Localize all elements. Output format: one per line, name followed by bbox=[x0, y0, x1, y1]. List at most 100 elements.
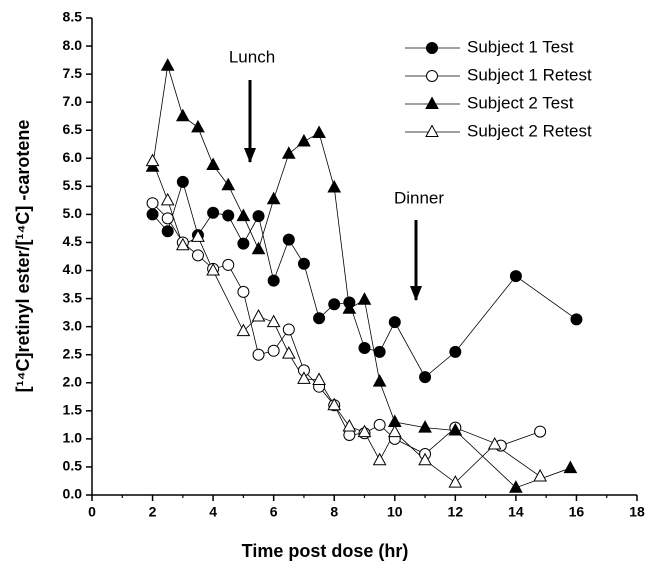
marker bbox=[161, 225, 174, 238]
marker bbox=[419, 371, 432, 384]
x-tick-label: 0 bbox=[88, 504, 96, 520]
marker bbox=[145, 153, 160, 167]
marker bbox=[533, 468, 547, 482]
marker bbox=[222, 258, 235, 271]
marker bbox=[206, 157, 220, 171]
marker bbox=[282, 233, 295, 246]
y-tick-label: 3.5 bbox=[63, 289, 83, 305]
series-line bbox=[152, 202, 541, 455]
marker bbox=[266, 314, 281, 328]
marker bbox=[509, 270, 522, 283]
annotation: Dinner bbox=[394, 188, 444, 207]
marker bbox=[487, 436, 502, 450]
y-axis-title: [¹⁴C]retinyl ester/[¹⁴C] -carotene bbox=[13, 120, 33, 393]
marker bbox=[418, 452, 432, 466]
y-tick-label: 8.0 bbox=[63, 37, 83, 53]
marker bbox=[373, 345, 386, 358]
marker bbox=[160, 192, 175, 206]
y-tick-label: 1.0 bbox=[63, 430, 83, 446]
legend-label: Subject 1 Retest bbox=[467, 65, 592, 84]
marker bbox=[191, 119, 205, 133]
marker bbox=[176, 175, 189, 188]
marker bbox=[207, 206, 220, 219]
legend-label: Subject 2 Test bbox=[467, 93, 574, 112]
y-tick-label: 2.0 bbox=[63, 373, 83, 389]
x-tick-label: 14 bbox=[508, 504, 524, 520]
y-tick-label: 4.0 bbox=[63, 261, 83, 277]
marker bbox=[387, 424, 402, 438]
marker bbox=[328, 298, 341, 311]
x-tick-label: 2 bbox=[149, 504, 157, 520]
marker bbox=[297, 257, 310, 270]
legend-marker bbox=[425, 96, 439, 109]
y-tick-label: 3.0 bbox=[63, 317, 83, 333]
marker bbox=[206, 262, 220, 276]
marker bbox=[146, 208, 159, 221]
marker bbox=[327, 397, 342, 411]
marker bbox=[534, 425, 547, 438]
marker bbox=[563, 460, 578, 474]
marker bbox=[448, 422, 463, 436]
legend-marker bbox=[425, 124, 439, 137]
y-tick-label: 8.5 bbox=[63, 9, 83, 25]
marker bbox=[388, 316, 401, 329]
y-tick-label: 7.0 bbox=[63, 93, 83, 109]
annotation: Lunch bbox=[229, 47, 275, 66]
marker bbox=[161, 212, 174, 225]
marker bbox=[358, 341, 371, 354]
marker bbox=[252, 348, 265, 361]
y-tick-label: 7.5 bbox=[63, 65, 83, 81]
arrow-head bbox=[410, 286, 422, 301]
marker bbox=[251, 309, 266, 322]
marker bbox=[236, 208, 251, 222]
x-tick-label: 10 bbox=[387, 504, 403, 520]
marker bbox=[251, 241, 266, 255]
marker bbox=[281, 146, 296, 159]
marker bbox=[418, 420, 432, 433]
marker bbox=[191, 229, 205, 242]
marker bbox=[372, 452, 387, 466]
marker bbox=[357, 292, 372, 305]
y-tick-label: 6.0 bbox=[63, 149, 83, 165]
y-tick-label: 2.5 bbox=[63, 345, 83, 361]
marker bbox=[221, 177, 236, 191]
y-tick-label: 0.0 bbox=[63, 486, 83, 502]
marker bbox=[357, 424, 372, 438]
marker bbox=[236, 323, 251, 337]
legend-label: Subject 2 Retest bbox=[467, 121, 592, 140]
marker bbox=[327, 179, 342, 193]
x-tick-label: 12 bbox=[448, 504, 464, 520]
marker bbox=[509, 480, 523, 493]
marker bbox=[570, 313, 583, 326]
x-tick-label: 18 bbox=[629, 504, 645, 520]
marker bbox=[282, 323, 295, 336]
y-tick-label: 4.5 bbox=[63, 233, 83, 249]
legend-marker bbox=[426, 42, 438, 54]
marker bbox=[266, 191, 281, 205]
marker bbox=[267, 274, 280, 287]
marker bbox=[448, 475, 463, 488]
marker bbox=[175, 108, 190, 122]
arrow-head bbox=[244, 148, 256, 163]
marker bbox=[252, 210, 265, 223]
y-tick-label: 5.0 bbox=[63, 205, 83, 221]
x-tick-label: 8 bbox=[330, 504, 338, 520]
x-axis-title: Time post dose (hr) bbox=[242, 541, 409, 561]
marker bbox=[312, 125, 326, 139]
marker bbox=[297, 133, 311, 147]
marker bbox=[222, 209, 235, 222]
marker bbox=[342, 301, 357, 314]
y-tick-label: 5.5 bbox=[63, 177, 83, 193]
y-tick-label: 6.5 bbox=[63, 121, 83, 137]
marker bbox=[175, 237, 190, 251]
marker bbox=[297, 371, 311, 384]
marker bbox=[281, 346, 296, 359]
marker bbox=[146, 197, 159, 210]
marker bbox=[160, 58, 175, 71]
marker bbox=[237, 237, 250, 250]
marker bbox=[342, 418, 357, 432]
x-tick-label: 16 bbox=[569, 504, 585, 520]
marker bbox=[372, 374, 387, 387]
legend-marker bbox=[426, 70, 438, 82]
